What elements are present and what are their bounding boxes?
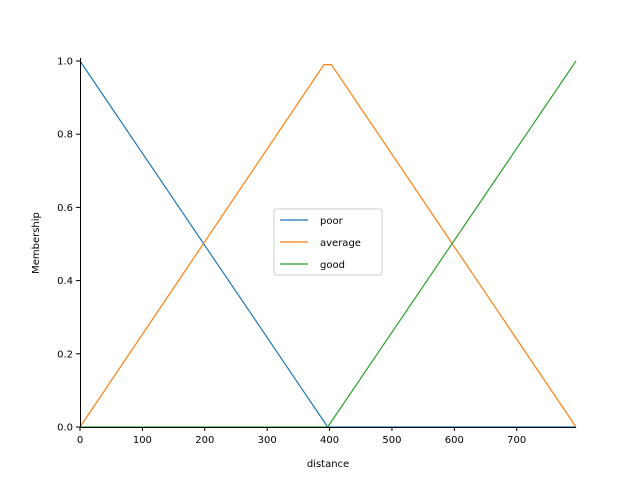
legend-label-good: good [320,260,345,271]
x-axis-label: distance [307,459,349,470]
x-tick-label: 400 [320,435,339,446]
axes-layer [80,58,576,428]
y-tick-label: 0.4 [57,276,73,287]
y-tick-label: 0.2 [57,349,73,360]
x-tick-label: 600 [445,435,464,446]
y-axis-label: Membership [31,212,42,274]
y-tick-label: 0.8 [57,130,73,141]
x-tick-label: 0 [77,435,83,446]
legend-label-average: average [320,238,361,249]
legend-frame [273,208,383,276]
legend-items: poor average good [280,216,361,271]
legend-label-poor: poor [320,216,344,227]
series-line-average [79,64,577,428]
x-tick-label: 700 [507,435,526,446]
x-tick-label: 500 [382,435,401,446]
legend: poor average good [273,208,383,276]
y-ticks: 0.0 0.2 0.4 0.6 0.8 1.0 [57,57,80,434]
x-tick-label: 200 [195,435,214,446]
y-tick-label: 1.0 [57,57,73,68]
y-tick-label: 0.6 [57,203,73,214]
y-tick-label: 0.0 [57,423,73,434]
x-tick-label: 100 [133,435,152,446]
x-ticks: 0 100 200 300 400 500 600 700 [77,427,526,446]
x-tick-label: 300 [258,435,277,446]
